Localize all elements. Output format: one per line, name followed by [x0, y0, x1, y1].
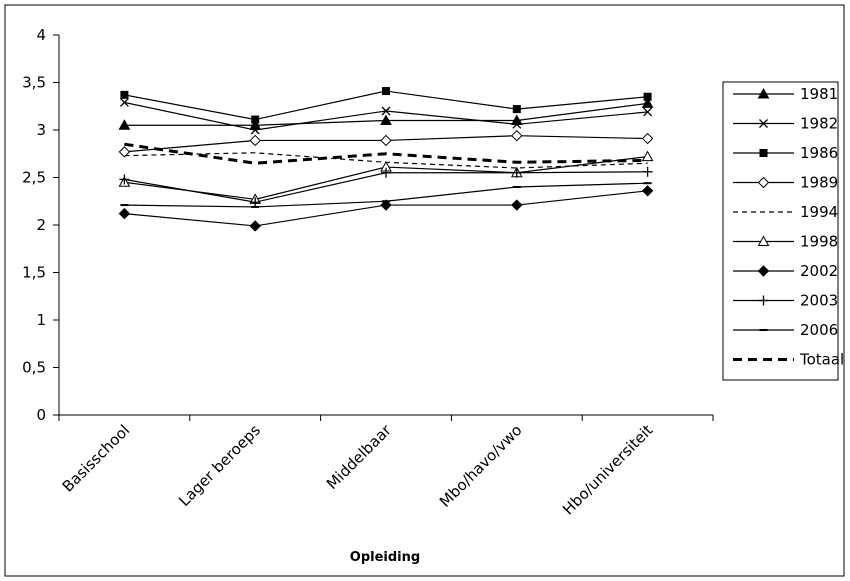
y-tick-label: 3	[36, 121, 46, 139]
legend-label-2003: 2003	[800, 292, 838, 310]
data-point-marker	[759, 119, 768, 128]
data-point-marker	[381, 167, 391, 178]
data-point-marker	[249, 134, 261, 147]
y-tick-label: 1,5	[22, 264, 46, 282]
data-point-marker	[757, 176, 770, 189]
data-point-marker	[380, 134, 392, 147]
legend-label-1998: 1998	[800, 233, 838, 251]
data-point-marker	[250, 197, 261, 208]
y-tick-label: 4	[36, 26, 46, 44]
data-point-marker	[381, 106, 391, 116]
data-point-marker	[118, 146, 131, 158]
legend-label-1989: 1989	[800, 174, 838, 192]
y-tick-label: 0,5	[22, 359, 46, 377]
marker-stroke	[250, 125, 260, 135]
legend-label-1982: 1982	[800, 115, 838, 133]
data-point-marker	[119, 174, 130, 185]
data-point-marker	[119, 97, 129, 107]
legend-label-1981: 1981	[800, 85, 838, 103]
data-point-marker	[249, 220, 261, 232]
y-tick-label: 0	[36, 406, 46, 424]
marker-stroke	[119, 97, 129, 107]
data-point-marker	[512, 105, 521, 114]
y-tick-label: 1	[36, 311, 46, 329]
y-axis-ticks: 0 0,5 1 1,5 2 2,5 3 3,5 4	[22, 26, 59, 424]
data-point-marker	[641, 97, 654, 108]
series-line-totaal	[124, 142, 648, 165]
data-point-marker	[757, 235, 770, 246]
data-point-marker	[759, 149, 768, 157]
legend: 1981 1982 1986 1989 1994 1998 2002 2003 2006 Tota…	[722, 81, 844, 381]
data-point-marker	[757, 87, 770, 99]
data-point-marker	[641, 132, 654, 145]
legend-label-1986: 1986	[800, 144, 838, 162]
y-tick-label: 3,5	[22, 74, 46, 92]
data-point-marker	[511, 167, 522, 178]
data-point-marker	[641, 150, 654, 162]
marker-stroke	[759, 119, 768, 128]
data-point-marker	[642, 166, 653, 177]
y-tick-label: 2,5	[22, 169, 46, 187]
data-point-marker	[641, 185, 654, 197]
data-point-marker	[512, 119, 522, 129]
data-point-marker	[757, 265, 770, 277]
data-point-marker	[250, 125, 260, 135]
data-point-marker	[380, 199, 392, 211]
data-point-marker	[382, 87, 390, 96]
x-axis-label: Opleiding	[350, 550, 420, 565]
data-point-marker	[120, 90, 129, 99]
series-markers	[118, 87, 654, 232]
y-tick-label: 2	[36, 216, 46, 234]
data-point-marker	[758, 295, 769, 306]
legend-label-totaal: Totaal	[799, 351, 844, 369]
legend-label-2002: 2002	[800, 262, 838, 280]
data-point-marker	[251, 115, 260, 124]
data-point-marker	[511, 129, 523, 142]
marker-stroke	[643, 107, 653, 117]
data-point-marker	[643, 107, 653, 117]
legend-label-2006: 2006	[800, 321, 838, 339]
chart-frame	[4, 4, 845, 577]
data-point-marker	[380, 114, 392, 125]
data-point-marker	[118, 119, 131, 130]
legend-label-1994: 1994	[800, 203, 838, 221]
data-point-marker	[118, 207, 131, 220]
marker-stroke	[512, 119, 522, 129]
data-point-marker	[643, 92, 652, 101]
marker-stroke	[381, 106, 391, 116]
data-point-marker	[511, 199, 523, 211]
